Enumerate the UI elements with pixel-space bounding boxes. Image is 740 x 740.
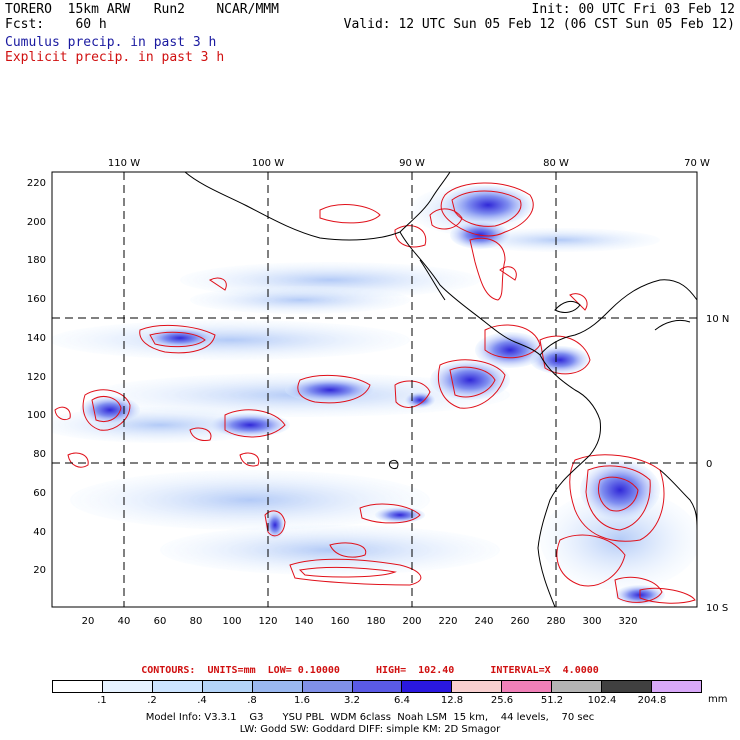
longitude-labels: 110 W 100 W 90 W 80 W 70 W bbox=[108, 158, 710, 169]
x-tick: 40 bbox=[118, 616, 131, 627]
lon-label: 100 W bbox=[252, 158, 284, 169]
lat-label: 0 bbox=[706, 459, 712, 470]
y-tick: 80 bbox=[33, 449, 46, 460]
x-tick: 60 bbox=[154, 616, 167, 627]
color-bar-label: 1.6 bbox=[294, 695, 310, 706]
color-bar-label: 51.2 bbox=[540, 695, 564, 706]
model-title: TORERO 15km ARW Run2 NCAR/MMM bbox=[5, 2, 279, 17]
color-bar-label: 6.4 bbox=[394, 695, 410, 706]
x-axis-ticks: 20 40 60 80 100 120 140 160 180 200 220 … bbox=[82, 616, 638, 627]
x-tick: 240 bbox=[474, 616, 493, 627]
color-swatch bbox=[302, 681, 353, 692]
color-swatch bbox=[352, 681, 403, 692]
color-swatch bbox=[452, 681, 503, 692]
x-tick: 180 bbox=[366, 616, 385, 627]
color-bar-unit: mm bbox=[708, 694, 728, 705]
y-tick: 40 bbox=[33, 527, 46, 538]
explicit-label: Explicit precip. in past 3 h bbox=[5, 50, 225, 65]
coastlines bbox=[184, 172, 697, 607]
color-bar-label: 3.2 bbox=[344, 695, 360, 706]
x-tick: 100 bbox=[222, 616, 241, 627]
x-tick: 200 bbox=[402, 616, 421, 627]
x-tick: 140 bbox=[294, 616, 313, 627]
color-bar bbox=[52, 680, 702, 693]
x-tick: 20 bbox=[82, 616, 95, 627]
x-tick: 260 bbox=[510, 616, 529, 627]
color-bar-label: .8 bbox=[247, 695, 257, 706]
color-swatch bbox=[552, 681, 603, 692]
contours-info: CONTOURS: UNITS=mm LOW= 0.10000 HIGH= 10… bbox=[141, 665, 599, 676]
latlon-grid bbox=[52, 172, 697, 607]
init-time: Init: 00 UTC Fri 03 Feb 12 bbox=[531, 2, 736, 17]
y-tick: 20 bbox=[33, 565, 46, 576]
model-info: Model Info: V3.3.1 G3 YSU PBL WDM 6class… bbox=[145, 712, 595, 723]
y-tick: 160 bbox=[27, 294, 46, 305]
color-swatch bbox=[402, 681, 453, 692]
color-bar-label: 25.6 bbox=[490, 695, 514, 706]
y-axis-ticks: 220 200 180 160 140 120 100 80 60 40 20 bbox=[27, 178, 46, 576]
y-tick: 100 bbox=[27, 410, 46, 421]
color-swatch bbox=[202, 681, 253, 692]
forecast-hour: Fcst: 60 h bbox=[5, 17, 107, 32]
color-bar-label: 12.8 bbox=[440, 695, 464, 706]
lat-label: 10 N bbox=[706, 314, 729, 325]
cumulus-label: Cumulus precip. in past 3 h bbox=[5, 35, 217, 50]
color-bar-label: .1 bbox=[97, 695, 107, 706]
lon-label: 110 W bbox=[108, 158, 140, 169]
color-bar-label: .2 bbox=[147, 695, 157, 706]
y-tick: 120 bbox=[27, 372, 46, 383]
map-frame bbox=[51, 171, 698, 608]
x-tick: 220 bbox=[438, 616, 457, 627]
x-tick: 280 bbox=[546, 616, 565, 627]
color-bar-label: 204.8 bbox=[637, 695, 667, 706]
x-tick: 300 bbox=[582, 616, 601, 627]
y-tick: 200 bbox=[27, 217, 46, 228]
color-swatch bbox=[502, 681, 553, 692]
color-bar-label: .4 bbox=[197, 695, 207, 706]
map-field bbox=[52, 172, 697, 607]
lat-label: 10 S bbox=[706, 603, 728, 614]
y-tick: 60 bbox=[33, 488, 46, 499]
color-swatch bbox=[652, 681, 701, 692]
y-tick: 140 bbox=[27, 333, 46, 344]
color-swatch bbox=[53, 681, 103, 692]
lon-label: 70 W bbox=[684, 158, 710, 169]
x-tick: 160 bbox=[330, 616, 349, 627]
y-tick: 180 bbox=[27, 255, 46, 266]
color-swatch bbox=[102, 681, 153, 692]
valid-time: Valid: 12 UTC Sun 05 Feb 12 (06 CST Sun … bbox=[343, 17, 735, 32]
y-tick: 220 bbox=[27, 178, 46, 189]
lon-label: 80 W bbox=[543, 158, 569, 169]
color-swatch bbox=[252, 681, 303, 692]
x-tick: 80 bbox=[190, 616, 203, 627]
latitude-labels: 10 N 0 10 S bbox=[706, 314, 729, 614]
explicit-precip-contours bbox=[54, 182, 696, 604]
color-bar-labels: .1 .2 .4 .8 1.6 3.2 6.4 12.8 25.6 51.2 102.4 204.8 bbox=[52, 695, 702, 707]
color-swatch bbox=[152, 681, 203, 692]
color-swatch bbox=[602, 681, 653, 692]
color-bar-label: 102.4 bbox=[587, 695, 617, 706]
x-tick: 320 bbox=[618, 616, 637, 627]
x-tick: 120 bbox=[258, 616, 277, 627]
precipitation-map: 110 W 100 W 90 W 80 W 70 W 10 N 0 10 S 2… bbox=[27, 158, 729, 627]
physics-info: LW: Godd SW: Goddard DIFF: simple KM: 2D… bbox=[239, 724, 501, 735]
lon-label: 90 W bbox=[399, 158, 425, 169]
